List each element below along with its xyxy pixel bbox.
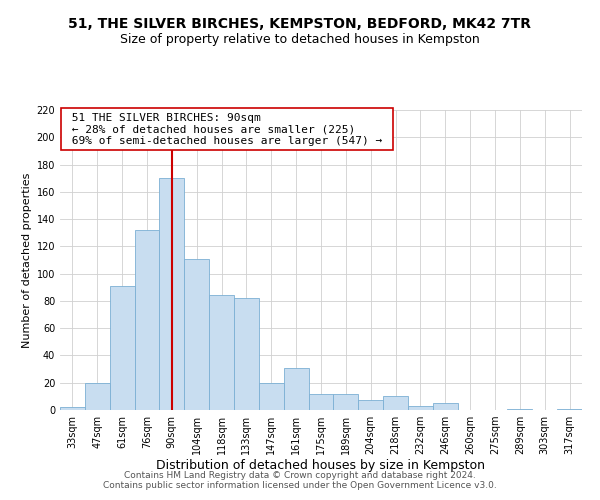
Text: Contains HM Land Registry data © Crown copyright and database right 2024.
Contai: Contains HM Land Registry data © Crown c… bbox=[103, 470, 497, 490]
Bar bbox=[85, 382, 110, 410]
Text: 51 THE SILVER BIRCHES: 90sqm
 ← 28% of detached houses are smaller (225)
 69% of: 51 THE SILVER BIRCHES: 90sqm ← 28% of de… bbox=[65, 112, 389, 146]
X-axis label: Distribution of detached houses by size in Kempston: Distribution of detached houses by size … bbox=[157, 458, 485, 471]
Bar bbox=[160, 178, 184, 410]
Bar bbox=[110, 286, 134, 410]
Bar bbox=[234, 298, 259, 410]
Bar bbox=[259, 382, 284, 410]
Bar bbox=[284, 368, 308, 410]
Bar bbox=[433, 403, 458, 410]
Bar bbox=[60, 408, 85, 410]
Bar bbox=[557, 408, 582, 410]
Text: 51, THE SILVER BIRCHES, KEMPSTON, BEDFORD, MK42 7TR: 51, THE SILVER BIRCHES, KEMPSTON, BEDFOR… bbox=[68, 18, 532, 32]
Bar bbox=[358, 400, 383, 410]
Y-axis label: Number of detached properties: Number of detached properties bbox=[22, 172, 32, 348]
Bar bbox=[308, 394, 334, 410]
Bar bbox=[334, 394, 358, 410]
Bar bbox=[408, 406, 433, 410]
Text: Size of property relative to detached houses in Kempston: Size of property relative to detached ho… bbox=[120, 32, 480, 46]
Bar bbox=[209, 296, 234, 410]
Bar bbox=[508, 408, 532, 410]
Bar bbox=[383, 396, 408, 410]
Bar bbox=[184, 258, 209, 410]
Bar bbox=[134, 230, 160, 410]
